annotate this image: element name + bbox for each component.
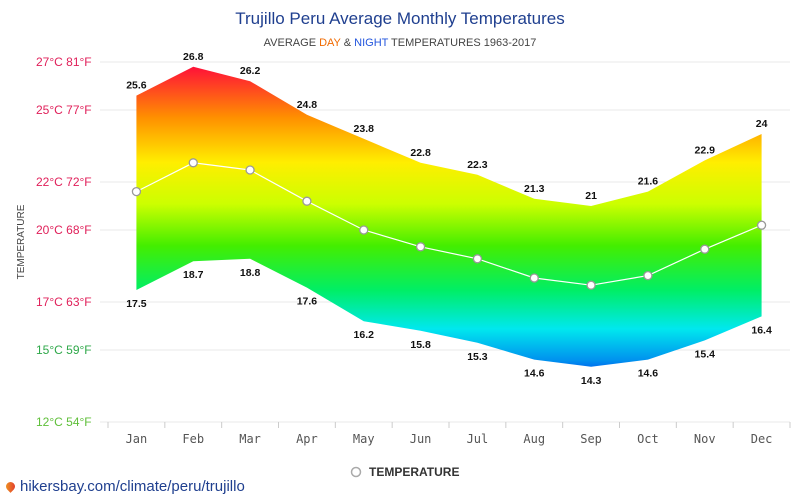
x-tick-label: Jan [126, 432, 148, 446]
day-value-label: 24 [756, 118, 768, 130]
subtitle-suffix: TEMPERATURES 1963-2017 [388, 37, 536, 49]
legend[interactable]: TEMPERATURE [350, 465, 460, 479]
x-tick-label: Apr [296, 432, 318, 446]
night-value-label: 14.6 [524, 368, 545, 380]
x-tick-label: Mar [239, 432, 261, 446]
day-value-label: 22.9 [695, 144, 716, 156]
day-value-label: 22.3 [467, 159, 488, 171]
average-point [359, 225, 369, 235]
x-tick-label: Dec [751, 432, 773, 446]
footer-link[interactable]: hikersbay.com/climate/peru/trujillo [4, 478, 245, 495]
subtitle-night: NIGHT [354, 37, 389, 49]
average-line-path [136, 162, 762, 286]
night-value-label: 17.6 [297, 296, 318, 308]
chart-subtitle: AVERAGE DAY & NIGHT TEMPERATURES 1963-20… [264, 37, 537, 49]
day-value-label: 22.8 [410, 147, 431, 159]
average-point [302, 196, 312, 206]
legend-marker-icon [350, 466, 362, 478]
average-point [415, 242, 426, 252]
day-value-label: 24.8 [297, 99, 318, 111]
average-point [643, 270, 653, 281]
y-tick-label: 17°C 63°F [36, 295, 92, 309]
day-value-label: 21.6 [638, 176, 659, 188]
average-point [586, 280, 596, 290]
location-pin-icon [4, 480, 17, 493]
night-value-label: 15.3 [467, 351, 488, 363]
temperature-range-band [136, 66, 762, 367]
night-value-label: 17.5 [126, 298, 147, 310]
temperature-band-area [136, 66, 762, 367]
day-value-label: 21.3 [524, 183, 545, 195]
average-point [700, 244, 710, 254]
y-tick-label: 20°C 68°F [36, 223, 92, 237]
subtitle-prefix: AVERAGE [264, 37, 319, 49]
data-labels: 25.6 26.8 26.2 24.8 23.8 22.8 22.3 21.3 21 21.6 22… [126, 51, 772, 387]
y-tick-label: 15°C 59°F [36, 343, 92, 357]
y-tick-label: 22°C 72°F [36, 175, 92, 189]
day-value-label: 23.8 [354, 123, 375, 135]
day-value-label: 25.6 [126, 80, 147, 92]
x-tick-label: Oct [637, 432, 659, 446]
average-point [756, 220, 767, 230]
night-value-label: 15.8 [410, 339, 431, 351]
subtitle-and: & [341, 37, 354, 49]
x-tick-label: Nov [694, 432, 716, 446]
footer-text: hikersbay.com/climate/peru/trujillo [20, 478, 245, 495]
average-point [131, 186, 142, 197]
day-value-label: 26.8 [183, 51, 204, 63]
x-tick-label: Jun [410, 432, 432, 446]
night-value-label: 14.3 [581, 375, 602, 387]
x-tick-label: Sep [580, 432, 602, 446]
x-axis-ticks: Jan Feb Mar Apr May Jun Jul Aug Sep Oct Nov Dec [107, 422, 791, 446]
night-value-label: 15.4 [695, 348, 716, 360]
night-value-label: 16.2 [354, 329, 375, 341]
average-point [245, 165, 255, 175]
y-axis-ticks: 27°C 81°F 25°C 77°F 22°C 72°F 20°C 68°F 17°C… [36, 55, 92, 429]
night-value-label: 18.7 [183, 269, 204, 281]
average-temperature-line [131, 158, 767, 290]
night-value-label: 18.8 [240, 267, 261, 279]
x-tick-label: Feb [182, 432, 204, 446]
y-tick-label: 25°C 77°F [36, 103, 92, 117]
day-value-label: 26.2 [240, 65, 261, 77]
average-point [472, 254, 483, 264]
night-value-label: 16.4 [751, 324, 772, 336]
x-tick-label: Jul [467, 432, 489, 446]
y-axis-label: TEMPERATURE [16, 204, 27, 279]
subtitle-day: DAY [319, 37, 341, 49]
average-point [529, 273, 539, 283]
legend-label: TEMPERATURE [369, 465, 459, 479]
x-tick-label: Aug [523, 432, 545, 446]
y-tick-label: 12°C 54°F [36, 415, 92, 429]
x-tick-label: May [353, 432, 375, 446]
chart-title: Trujillo Peru Average Monthly Temperatur… [235, 9, 564, 28]
day-value-label: 21 [585, 190, 597, 202]
average-point [188, 158, 198, 168]
y-tick-label: 27°C 81°F [36, 55, 92, 69]
night-value-label: 14.6 [638, 368, 659, 380]
